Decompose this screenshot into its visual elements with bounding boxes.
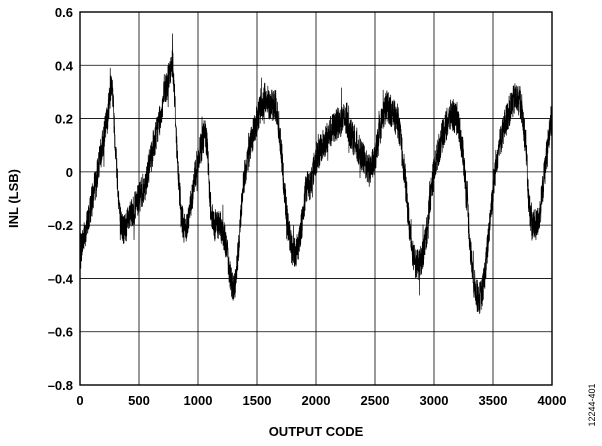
y-tick-label: –0.4 <box>48 271 74 286</box>
x-tick-label: 2500 <box>361 393 390 408</box>
y-tick-label: 0.2 <box>55 112 73 127</box>
grid-lines <box>79 11 553 386</box>
y-tick-label: –0.8 <box>48 378 73 393</box>
x-axis-ticks: 0 500 1000 1500 2000 2500 3000 3500 4000 <box>76 393 566 408</box>
y-axis-ticks: 0.6 0.4 0.2 0 –0.2 –0.4 –0.6 –0.8 <box>48 5 74 393</box>
y-tick-label: 0.4 <box>55 58 74 73</box>
x-tick-label: 0 <box>76 393 83 408</box>
x-tick-label: 3500 <box>479 393 508 408</box>
x-axis-label: OUTPUT CODE <box>269 424 364 439</box>
y-tick-label: 0.6 <box>55 5 73 20</box>
figure-code: 12244-401 <box>587 383 597 426</box>
y-tick-label: –0.2 <box>48 218 73 233</box>
y-axis-label: INL (LSB) <box>6 169 21 228</box>
x-tick-label: 2000 <box>302 393 331 408</box>
x-tick-label: 3000 <box>420 393 449 408</box>
x-tick-label: 4000 <box>538 393 567 408</box>
plot-area-frame <box>79 11 553 386</box>
x-tick-label: 500 <box>128 393 150 408</box>
y-tick-label: –0.6 <box>48 325 73 340</box>
y-tick-label: 0 <box>66 165 73 180</box>
series-line-inl <box>79 33 553 314</box>
x-tick-label: 1500 <box>243 393 272 408</box>
x-tick-label: 1000 <box>184 393 213 408</box>
